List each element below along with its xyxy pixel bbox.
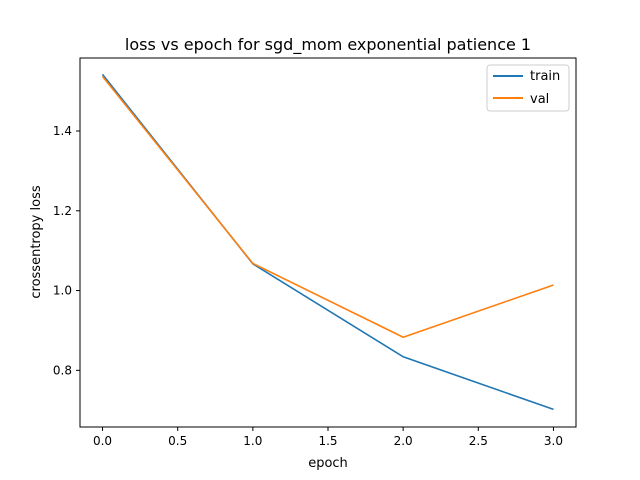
legend: train val — [486, 64, 570, 112]
y-tick-label: 1.4 — [53, 124, 72, 138]
x-tick-label: 2.0 — [394, 434, 413, 448]
series-line-val — [101, 75, 554, 339]
x-tick-label: 0.5 — [168, 434, 187, 448]
legend-label-val: val — [530, 92, 549, 107]
series-layer — [101, 73, 554, 411]
y-tick-label: 1.0 — [53, 284, 72, 298]
x-tick-label: 3.0 — [544, 434, 563, 448]
x-axis-label: epoch — [308, 456, 348, 471]
y-tick-label: 0.8 — [53, 363, 72, 377]
plot-area-frame — [79, 57, 577, 428]
x-axis-ticks: 0.0 0.5 1.0 1.5 2.0 2.5 3.0 — [93, 427, 563, 448]
x-tick-label: 0.0 — [93, 434, 112, 448]
x-tick-label: 1.0 — [243, 434, 262, 448]
legend-label-train: train — [530, 69, 560, 84]
y-axis-ticks: 0.8 1.0 1.2 1.4 — [53, 124, 80, 377]
x-tick-label: 1.5 — [318, 434, 337, 448]
series-line-train — [101, 73, 554, 411]
y-axis-label: crossentropy loss — [29, 185, 44, 298]
x-tick-label: 2.5 — [469, 434, 488, 448]
chart-title: loss vs epoch for sgd_mom exponential pa… — [125, 35, 531, 55]
y-tick-label: 1.2 — [53, 204, 72, 218]
